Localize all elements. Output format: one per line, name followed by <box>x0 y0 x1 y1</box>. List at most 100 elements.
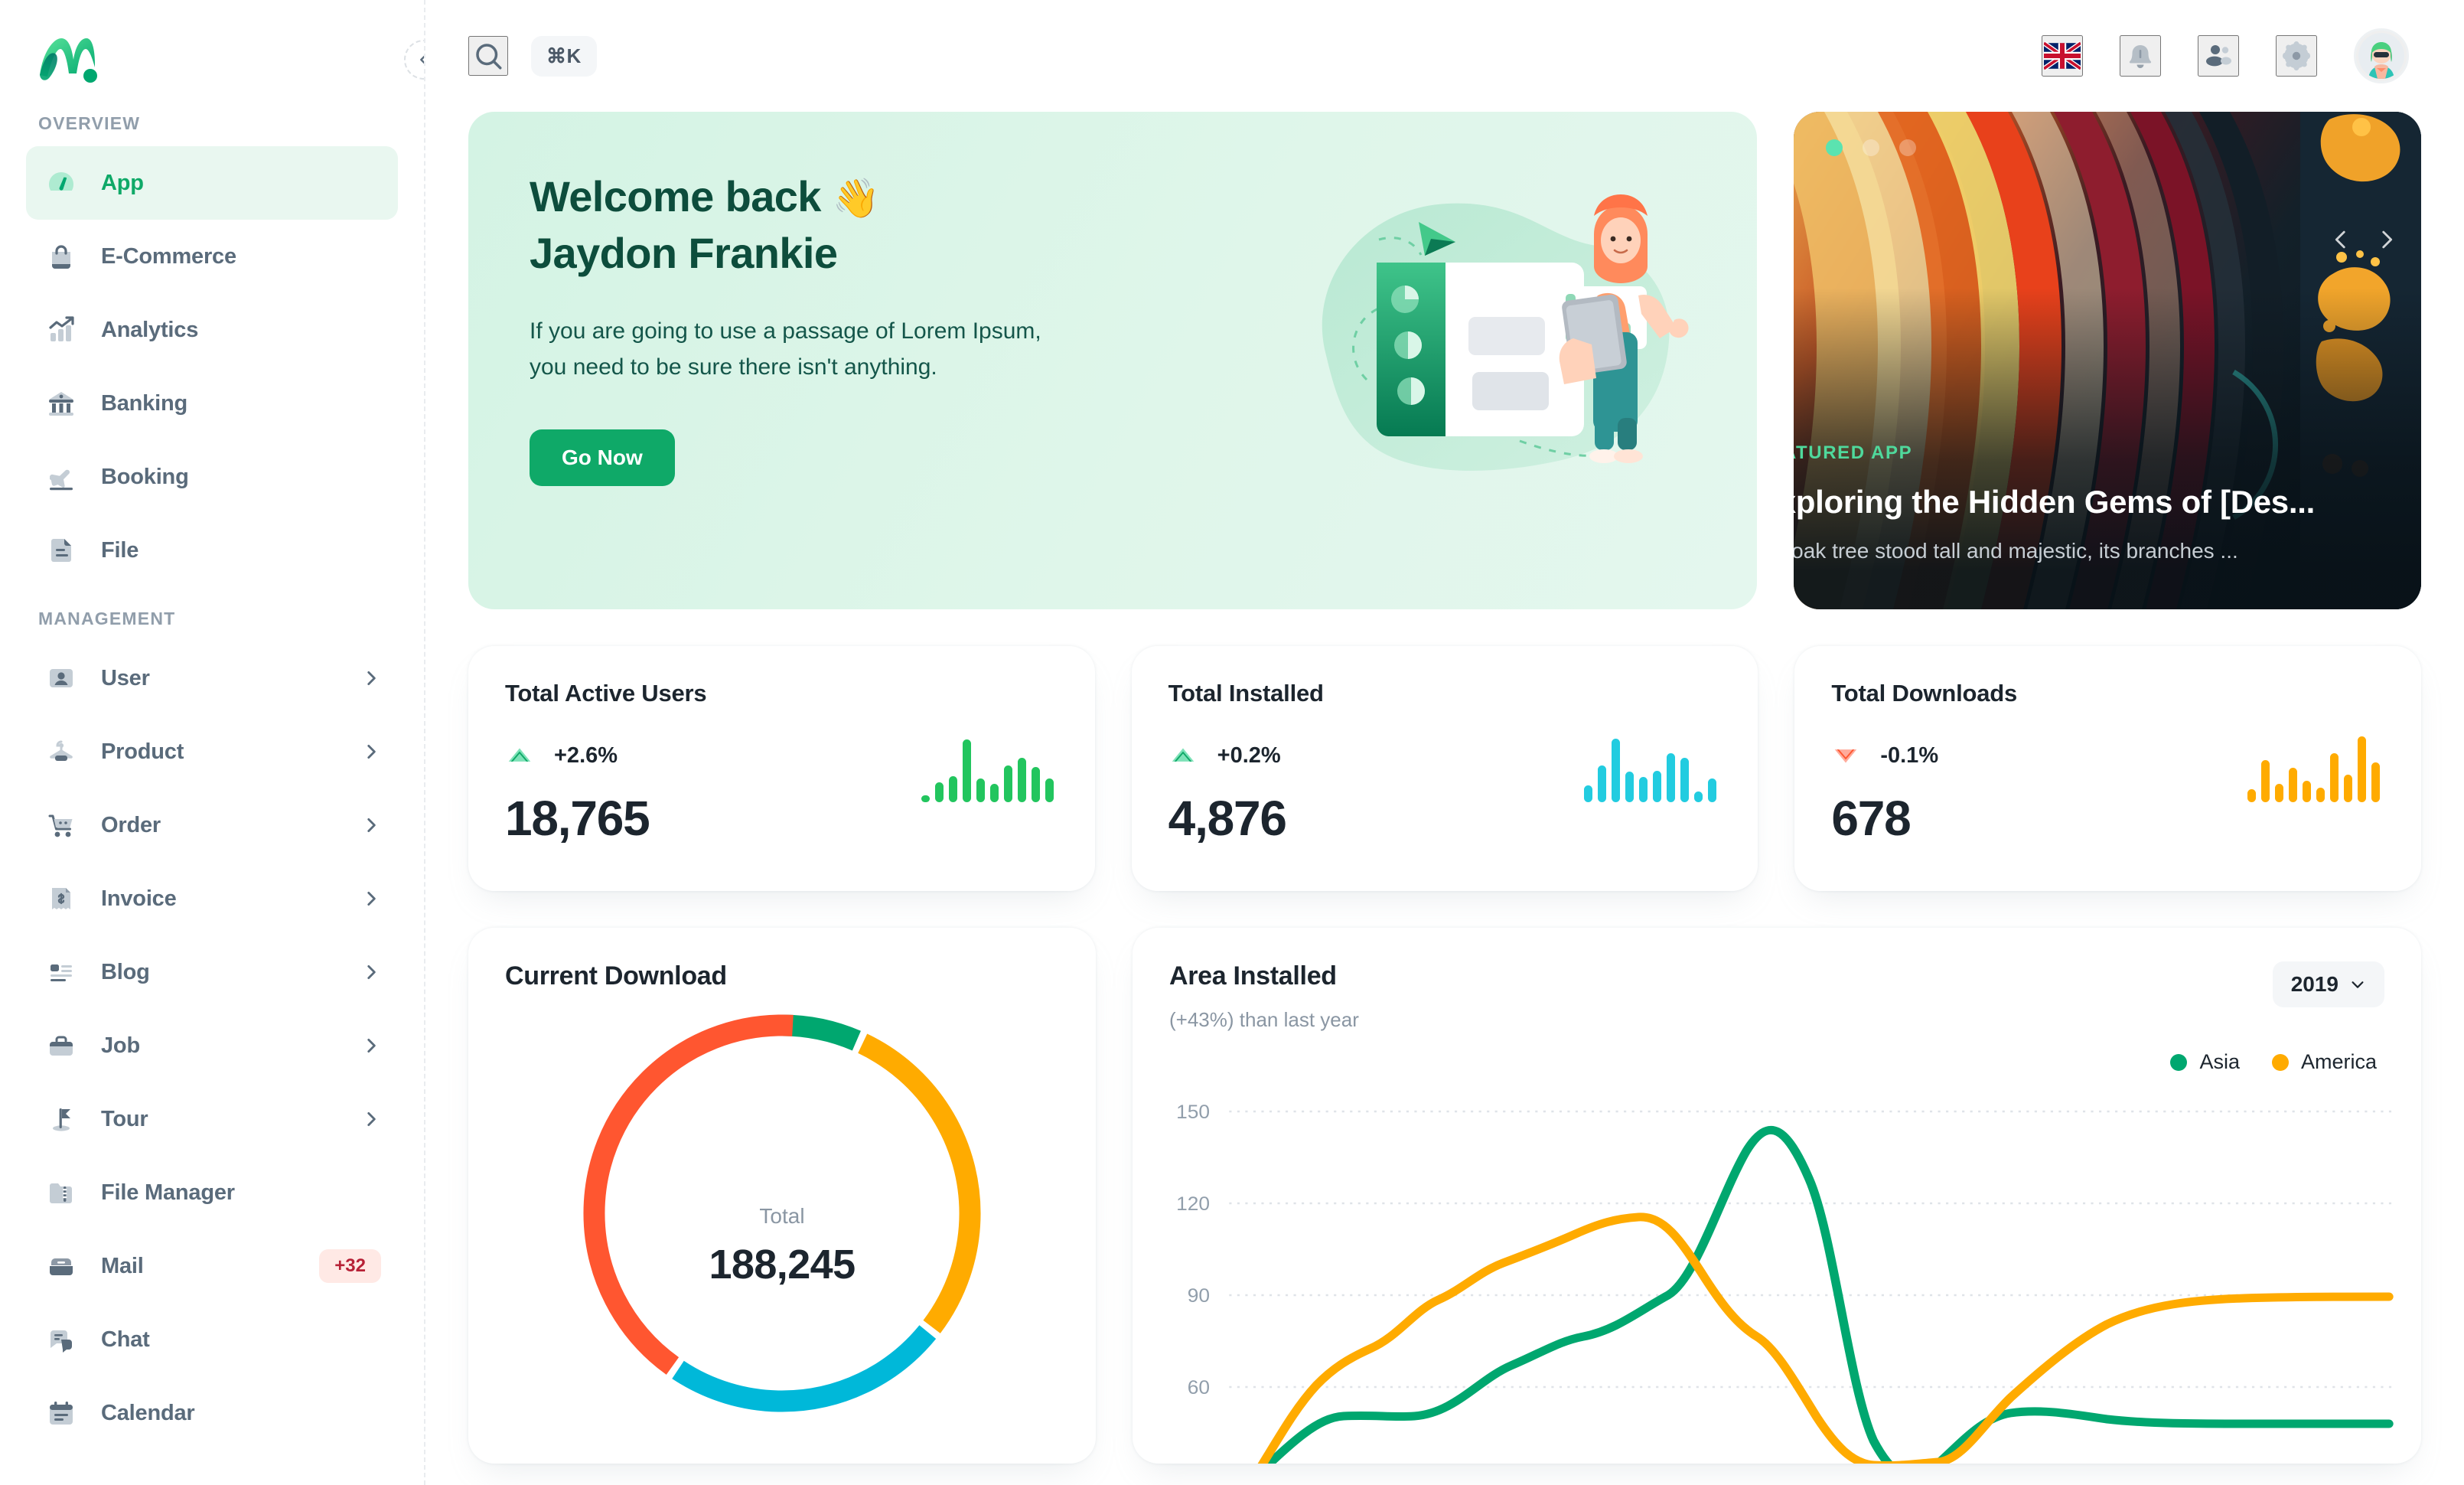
shopping-bag-icon <box>43 238 80 275</box>
sparkline-chart <box>2247 736 2381 802</box>
sidebar-item-blog[interactable]: Blog <box>26 935 398 1009</box>
row-stat-cards: Total Active Users +2.6% 18,765 Total In… <box>468 646 2422 891</box>
nav-list-management: User Product Order <box>0 641 424 1450</box>
dashboard-content: Welcome back 👋 Jaydon Frankie If you are… <box>425 112 2464 1464</box>
gear-icon <box>2283 41 2310 70</box>
svg-text:60: 60 <box>1188 1378 1210 1399</box>
language-button[interactable] <box>2042 35 2083 77</box>
sidebar-item-analytics[interactable]: Analytics <box>26 293 398 367</box>
sidebar-item-banking[interactable]: Banking <box>26 367 398 440</box>
sidebar-item-label: Calendar <box>101 1400 195 1425</box>
stat-card-total-installed: Total Installed +0.2% 4,876 <box>1131 646 1758 891</box>
legend-item-asia[interactable]: Asia <box>2170 1050 2240 1074</box>
sidebar-item-job[interactable]: Job <box>26 1009 398 1082</box>
row-hero: Welcome back 👋 Jaydon Frankie If you are… <box>468 112 2421 609</box>
woman-with-tablet-illustration <box>1322 194 1689 471</box>
carousel-dot-1[interactable] <box>1826 139 1843 156</box>
sidebar-item-label: Booking <box>101 464 189 489</box>
stat-value: 678 <box>1831 791 1911 846</box>
chevron-right-icon <box>361 668 381 688</box>
chevron-left-icon <box>2335 230 2345 249</box>
calendar-icon <box>43 1395 80 1431</box>
carousel-next-button[interactable] <box>2374 227 2400 255</box>
legend-dot-america <box>2271 1053 2289 1071</box>
nav-list-overview: App E-Commerce Analytics Banking <box>0 146 424 587</box>
svg-text:120: 120 <box>1176 1194 1210 1215</box>
carousel-nav <box>2328 227 2400 255</box>
card-title: Area Installed <box>1169 961 1337 991</box>
sidebar-item-file-manager[interactable]: File Manager <box>26 1156 398 1229</box>
sidebar-item-app[interactable]: App <box>26 146 398 220</box>
welcome-heading: Welcome back 👋 Jaydon Frankie <box>530 168 1757 282</box>
search-button[interactable] <box>468 36 508 76</box>
search-shortcut-badge[interactable]: ⌘K <box>531 35 597 77</box>
nav-section-overview-label: OVERVIEW <box>38 113 141 133</box>
go-now-button[interactable]: Go Now <box>530 429 675 487</box>
sidebar-item-label: File <box>101 537 139 563</box>
sidebar-item-label: Analytics <box>101 317 199 342</box>
sidebar-item-order[interactable]: Order <box>26 788 398 862</box>
chevron-right-icon <box>361 962 381 982</box>
sidebar-item-booking[interactable]: Booking <box>26 440 398 514</box>
sidebar-item-tour[interactable]: Tour <box>26 1082 398 1156</box>
sidebar-item-user[interactable]: User <box>26 641 398 715</box>
clothes-hanger-icon <box>43 733 80 770</box>
bank-icon <box>43 385 80 422</box>
svg-text:150: 150 <box>1176 1102 1210 1123</box>
sidebar-item-product[interactable]: Product <box>26 715 398 788</box>
stat-trend-value: +0.2% <box>1217 742 1281 768</box>
featured-kicker: FEATURED APP <box>1794 442 1913 463</box>
sidebar-item-label: File Manager <box>101 1180 235 1205</box>
brand-logo[interactable] <box>0 0 424 92</box>
sidebar-item-e-commerce[interactable]: E-Commerce <box>26 220 398 293</box>
carousel-prev-button[interactable] <box>2328 227 2354 255</box>
chevron-down-icon <box>2352 981 2364 988</box>
contacts-button[interactable] <box>2198 35 2239 77</box>
blog-post-icon <box>43 954 80 991</box>
featured-app-carousel[interactable]: FEATURED APP Exploring the Hidden Gems o… <box>1794 112 2421 609</box>
chat-bubble-icon <box>43 1321 80 1358</box>
sidebar-item-label: User <box>101 665 150 690</box>
sidebar-item-invoice[interactable]: Invoice <box>26 862 398 935</box>
notifications-button[interactable] <box>2120 35 2161 77</box>
briefcase-icon <box>43 1027 80 1064</box>
account-button[interactable] <box>2354 28 2409 83</box>
stat-title: Total Downloads <box>1831 680 2018 707</box>
legend-dot-asia <box>2170 1053 2188 1071</box>
topbar: ⌘K <box>425 0 2464 112</box>
sidebar-item-chat[interactable]: Chat <box>26 1303 398 1376</box>
card-title: Current Download <box>505 961 727 991</box>
carousel-dots[interactable] <box>1826 139 1916 156</box>
legend-item-america[interactable]: America <box>2271 1050 2377 1074</box>
sidebar-item-label: Invoice <box>101 886 177 911</box>
sparkline-chart <box>1584 736 1717 802</box>
featured-text-block: FEATURED APP Exploring the Hidden Gems o… <box>1794 442 2391 563</box>
chart-legend: Asia America <box>2170 1050 2377 1074</box>
user-card-icon <box>43 660 80 697</box>
search-area: ⌘K <box>468 35 597 77</box>
stat-title: Total Installed <box>1168 680 1324 707</box>
sidebar-item-calendar[interactable]: Calendar <box>26 1376 398 1450</box>
carousel-dot-2[interactable] <box>1863 139 1879 156</box>
stat-trend: +2.6% <box>505 741 1058 770</box>
sidebar-item-mail[interactable]: Mail +32 <box>26 1229 398 1303</box>
featured-title[interactable]: Exploring the Hidden Gems of [Des... <box>1794 484 2315 520</box>
chevron-right-icon <box>361 1109 381 1129</box>
airplane-icon <box>43 459 80 495</box>
invoice-receipt-icon <box>43 880 80 917</box>
minimal-logo-m-icon <box>40 38 97 83</box>
user-avatar <box>2358 33 2404 79</box>
stat-value: 4,876 <box>1168 791 1287 846</box>
sidebar-item-label: Tour <box>101 1106 148 1131</box>
settings-button[interactable] <box>2276 35 2317 77</box>
stat-value: 18,765 <box>505 791 650 846</box>
welcome-user-name: Jaydon Frankie <box>530 228 838 277</box>
donut-chart-svg <box>583 1014 981 1412</box>
waving-hand-icon: 👋 <box>832 177 880 220</box>
carousel-dot-3[interactable] <box>1899 139 1916 156</box>
shopping-cart-icon <box>43 807 80 844</box>
year-select-dropdown[interactable]: 2019 <box>2272 961 2384 1007</box>
sidebar-item-file[interactable]: File <box>26 514 398 587</box>
search-icon <box>476 44 502 70</box>
